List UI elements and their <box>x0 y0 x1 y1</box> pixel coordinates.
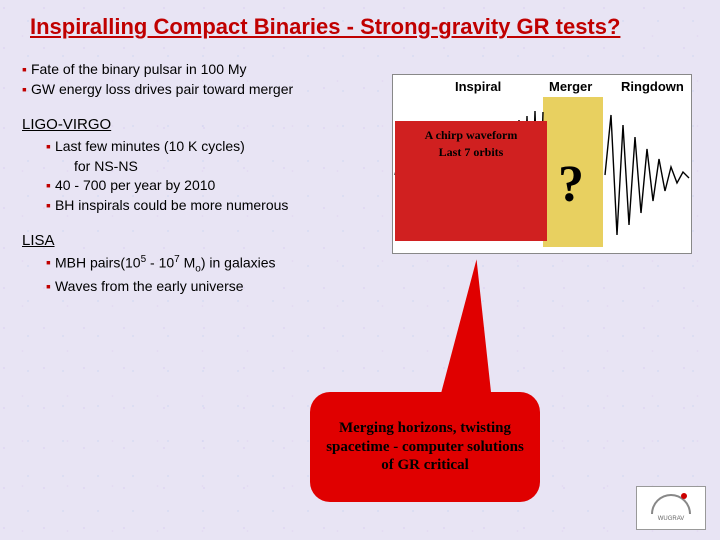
phase-merger-label: Merger <box>549 79 592 94</box>
phase-ringdown-label: Ringdown <box>621 79 684 94</box>
callout-bubble: Merging horizons, twisting spacetime - c… <box>310 392 540 502</box>
ligo-heading: LIGO-VIRGO <box>22 115 382 135</box>
bullet-text: Last few minutes (10 K cycles) <box>55 137 245 156</box>
bullet-icon: ▪ <box>46 277 51 295</box>
slide-title: Inspiralling Compact Binaries - Strong-g… <box>0 0 720 48</box>
question-mark-icon: ? <box>558 155 584 214</box>
bullet-text: BH inspirals could be more numerous <box>55 196 288 215</box>
bullet-icon: ▪ <box>46 253 51 271</box>
lisa-heading: LISA <box>22 231 382 251</box>
ligo-bullet-1: ▪ Last few minutes (10 K cycles) <box>46 137 382 156</box>
callout-tail <box>438 257 514 413</box>
body-text: ▪ Fate of the binary pulsar in 100 My ▪ … <box>22 60 382 297</box>
bullet-icon: ▪ <box>22 60 27 78</box>
lisa-bullet-1: ▪ MBH pairs(105 - 107 Mo) in galaxies <box>46 253 382 276</box>
bullet-text: Fate of the binary pulsar in 100 My <box>31 60 247 79</box>
callout-text: Merging horizons, twisting spacetime - c… <box>324 419 526 475</box>
lisa-bullet-2: ▪ Waves from the early universe <box>46 277 382 296</box>
bullet-text: GW energy loss drives pair toward merger <box>31 80 293 99</box>
chirp-card: A chirp waveform Last 7 orbits <box>395 121 547 241</box>
intro-bullet-2: ▪ GW energy loss drives pair toward merg… <box>22 80 382 99</box>
ligo-bullet-3: ▪ BH inspirals could be more numerous <box>46 196 382 215</box>
bullet-text: 40 - 700 per year by 2010 <box>55 176 215 195</box>
bullet-text: MBH pairs(105 - 107 Mo) in galaxies <box>55 253 276 276</box>
phase-inspiral-label: Inspiral <box>455 79 501 94</box>
chirp-line2: Last 7 orbits <box>395 144 547 161</box>
ringdown-wave <box>605 115 689 235</box>
bullet-icon: ▪ <box>22 80 27 98</box>
bullet-icon: ▪ <box>46 176 51 194</box>
intro-bullet-1: ▪ Fate of the binary pulsar in 100 My <box>22 60 382 79</box>
wugrav-logo: WUGRAV <box>636 486 706 530</box>
waveform-figure: Inspiral Merger Ringdown A chirp wavefor… <box>392 74 692 254</box>
ligo-bullet-2: ▪ 40 - 700 per year by 2010 <box>46 176 382 195</box>
bullet-icon: ▪ <box>46 196 51 214</box>
chirp-line1: A chirp waveform <box>395 127 547 144</box>
logo-text: WUGRAV <box>658 516 685 522</box>
logo-dot-icon <box>681 493 687 499</box>
ligo-bullet-1-cont: for NS-NS <box>74 157 382 176</box>
bullet-icon: ▪ <box>46 137 51 155</box>
bullet-text: Waves from the early universe <box>55 277 244 296</box>
